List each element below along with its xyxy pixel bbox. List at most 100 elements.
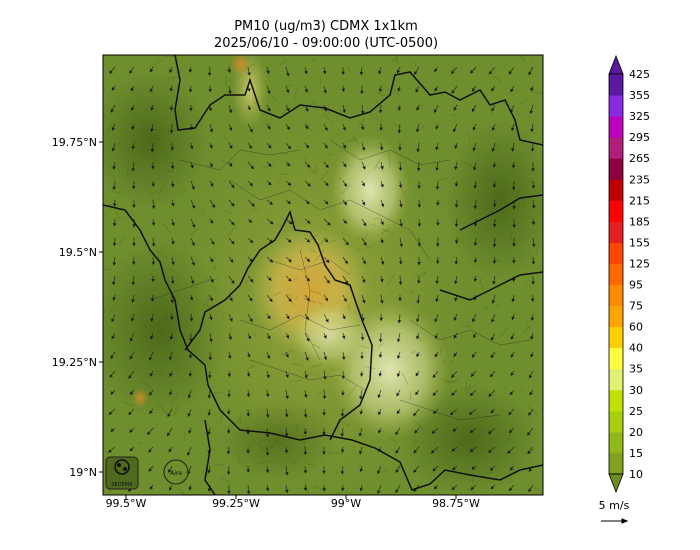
wind-arrow-head bbox=[323, 356, 328, 361]
wind-arrow-head bbox=[112, 203, 117, 207]
wind-arrow-head bbox=[454, 240, 459, 245]
wind-arrow-head bbox=[380, 239, 384, 244]
wind-arrow-head bbox=[531, 185, 536, 189]
wind-arrow-head bbox=[171, 261, 175, 266]
colorbar-tick-label: 10 bbox=[629, 468, 643, 481]
map-title-line1: PM10 (ug/m3) CDMX 1x1km bbox=[234, 19, 418, 34]
wind-arrow-head bbox=[209, 220, 214, 224]
wind-arrow-head bbox=[305, 107, 309, 112]
wind-arrow-head bbox=[322, 431, 326, 436]
wind-arrow-head bbox=[226, 430, 231, 434]
wind-arrow-head bbox=[191, 186, 195, 190]
wind-arrow-head bbox=[530, 317, 535, 322]
wind-arrow-head bbox=[490, 336, 495, 341]
wind-arrow-head bbox=[287, 277, 292, 282]
wind-arrow-head bbox=[434, 318, 438, 323]
wind-arrow-head bbox=[304, 374, 308, 379]
colorbar-tick-label: 265 bbox=[629, 152, 650, 165]
wind-arrow-head bbox=[508, 411, 513, 416]
wind-arrow-head bbox=[491, 107, 495, 112]
wind-arrow-head bbox=[249, 318, 253, 323]
wind-arrow-head bbox=[436, 222, 440, 227]
wind-arrow-head bbox=[451, 466, 456, 471]
wind-arrow-head bbox=[342, 315, 346, 320]
wind-arrow-head bbox=[471, 466, 476, 470]
wind-arrow-head bbox=[131, 299, 135, 303]
wind-arrow-head bbox=[228, 90, 232, 95]
wind-arrow-head bbox=[362, 260, 366, 265]
wind-arrow-head bbox=[149, 372, 154, 377]
wind-arrow-head bbox=[111, 147, 116, 152]
wind-arrow-head bbox=[188, 486, 193, 491]
wind-arrow-head bbox=[378, 354, 383, 359]
aire-logo: Aire bbox=[163, 459, 189, 485]
wind-arrow-head bbox=[132, 243, 136, 247]
wind-arrow-head bbox=[473, 242, 478, 247]
wind-arrow-head bbox=[148, 449, 152, 453]
colorbar bbox=[608, 54, 624, 494]
wind-arrow-head bbox=[398, 167, 403, 171]
wind-arrow-head bbox=[285, 489, 289, 494]
y-tick-label: 19.25°N bbox=[52, 356, 97, 369]
wind-arrow-head bbox=[151, 205, 156, 210]
wind-arrow-head bbox=[303, 394, 308, 399]
wind-arrow-head bbox=[511, 298, 516, 303]
wind-arrow-head bbox=[149, 410, 153, 415]
wind-arrow-head bbox=[512, 206, 516, 210]
wind-arrow-head bbox=[187, 413, 192, 418]
wind-arrow-head bbox=[227, 490, 231, 495]
wind-arrow-head bbox=[112, 281, 116, 286]
wind-arrow-head bbox=[150, 318, 154, 322]
wind-arrow-head bbox=[209, 128, 214, 133]
wind-arrow-head bbox=[492, 164, 497, 168]
wind-arrow-head bbox=[149, 485, 154, 490]
wind-arrow-head bbox=[492, 260, 497, 265]
wind-arrow-head bbox=[509, 391, 514, 396]
wind-arrow-head bbox=[250, 165, 255, 170]
wind-arrow-head bbox=[398, 184, 403, 189]
wind-arrow-head bbox=[490, 409, 495, 414]
wind-arrow-head bbox=[414, 71, 418, 75]
wind-arrow-head bbox=[529, 110, 534, 115]
wind-arrow-head bbox=[228, 109, 233, 114]
wind-arrow-head bbox=[470, 486, 475, 491]
wind-arrow-head bbox=[248, 145, 253, 149]
wind-arrow-head bbox=[322, 470, 326, 475]
wind-arrow-head bbox=[399, 203, 403, 208]
wind-arrow-head bbox=[528, 374, 533, 379]
wind-arrow-head bbox=[359, 411, 364, 415]
wind-arrow-head bbox=[266, 374, 270, 379]
wind-arrow-head bbox=[168, 356, 173, 361]
wind-arrow-head bbox=[451, 392, 455, 396]
wind-arrow-head bbox=[170, 183, 175, 188]
wind-arrow-head bbox=[265, 469, 270, 474]
colorbar-tick-label: 75 bbox=[629, 300, 643, 313]
wind-arrow-head bbox=[341, 88, 346, 93]
wind-arrow-head bbox=[323, 335, 327, 340]
wind-arrow-head bbox=[345, 241, 349, 246]
colorbar-segment bbox=[609, 74, 623, 96]
wind-arrow-head bbox=[396, 410, 401, 415]
wind-arrow-head bbox=[169, 107, 174, 111]
wind-arrow-head bbox=[230, 184, 235, 189]
wind-arrow-head bbox=[324, 238, 329, 243]
wind-arrow-head bbox=[491, 87, 495, 92]
wind-arrow-head bbox=[434, 353, 439, 358]
svg-text:SEDEMA: SEDEMA bbox=[111, 482, 133, 488]
wind-arrow-head bbox=[510, 372, 515, 377]
wind-arrow-head bbox=[169, 87, 174, 92]
wind-arrow-head bbox=[487, 449, 492, 454]
wind-arrow-head bbox=[432, 392, 437, 397]
wind-arrow-head bbox=[473, 334, 477, 339]
wind-arrow-head bbox=[491, 127, 496, 132]
wind-arrow-head bbox=[451, 374, 455, 378]
wind-arrow-head bbox=[492, 184, 497, 188]
wind-arrow-head bbox=[507, 450, 512, 454]
wind-arrow-head bbox=[246, 413, 251, 417]
wind-arrow-head bbox=[416, 148, 421, 153]
wind-arrow-head bbox=[341, 392, 345, 396]
wind-arrow-head bbox=[246, 393, 251, 398]
wind-arrow-head bbox=[304, 70, 308, 75]
wind-arrow-head bbox=[267, 315, 271, 320]
